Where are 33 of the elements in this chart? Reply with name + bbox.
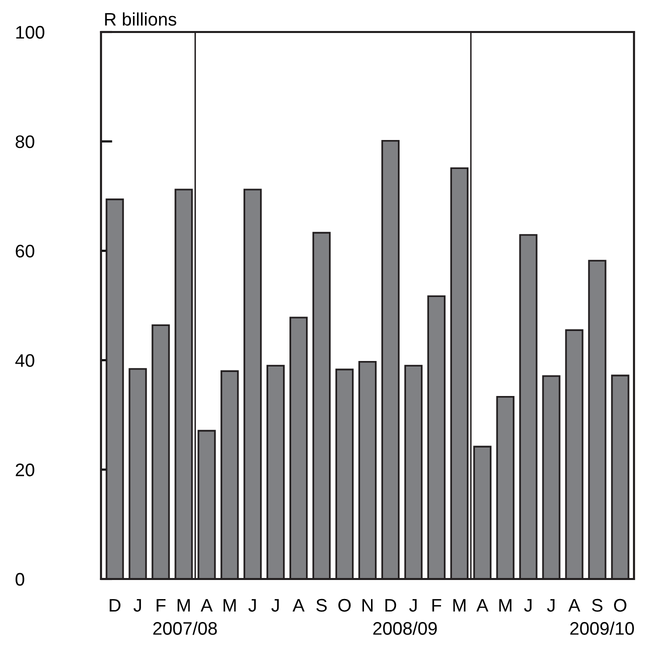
x-tick-label: D [110,599,120,612]
y-tick-label: 40 [15,354,34,367]
y-tick-label: 20 [16,464,34,476]
text: 2009/10 [570,622,634,635]
x-tick-label: J [248,599,256,612]
x-tick-label: A [568,599,580,612]
text: 2007/08 [153,622,217,635]
y-tick-label: 60 [16,244,34,258]
y-tick-label: 80 [16,135,34,148]
x-tick-label: O [614,598,626,612]
x-tick-label: M [453,599,466,612]
y-tick-label: 0 [16,572,24,586]
text: 2008/09 [373,622,437,635]
x-tick-label: S [592,598,602,612]
x-tick-label: M [499,599,512,612]
x-tick-label: J [134,599,141,612]
x-tick-label: O [338,598,351,612]
x-tick-label: A [292,599,305,612]
x-tick-label: N [362,599,373,612]
x-tick-label: S [316,598,327,612]
x-tick-label: M [178,599,190,612]
x-tick-label: J [547,599,554,612]
x-tick-label: J [524,599,532,612]
x-tick-label: A [476,599,488,612]
x-tick-label: J [409,599,417,612]
x-tick-label: J [271,599,279,612]
x-tick-label: A [200,599,213,612]
y-axis-title: R billions [105,12,176,26]
x-tick-label: F [432,599,442,612]
x-tick-label: D [385,599,396,612]
x-tick-label: M [224,599,236,612]
y-tick-label: 100 [16,26,44,39]
x-tick-label: F [156,599,166,612]
